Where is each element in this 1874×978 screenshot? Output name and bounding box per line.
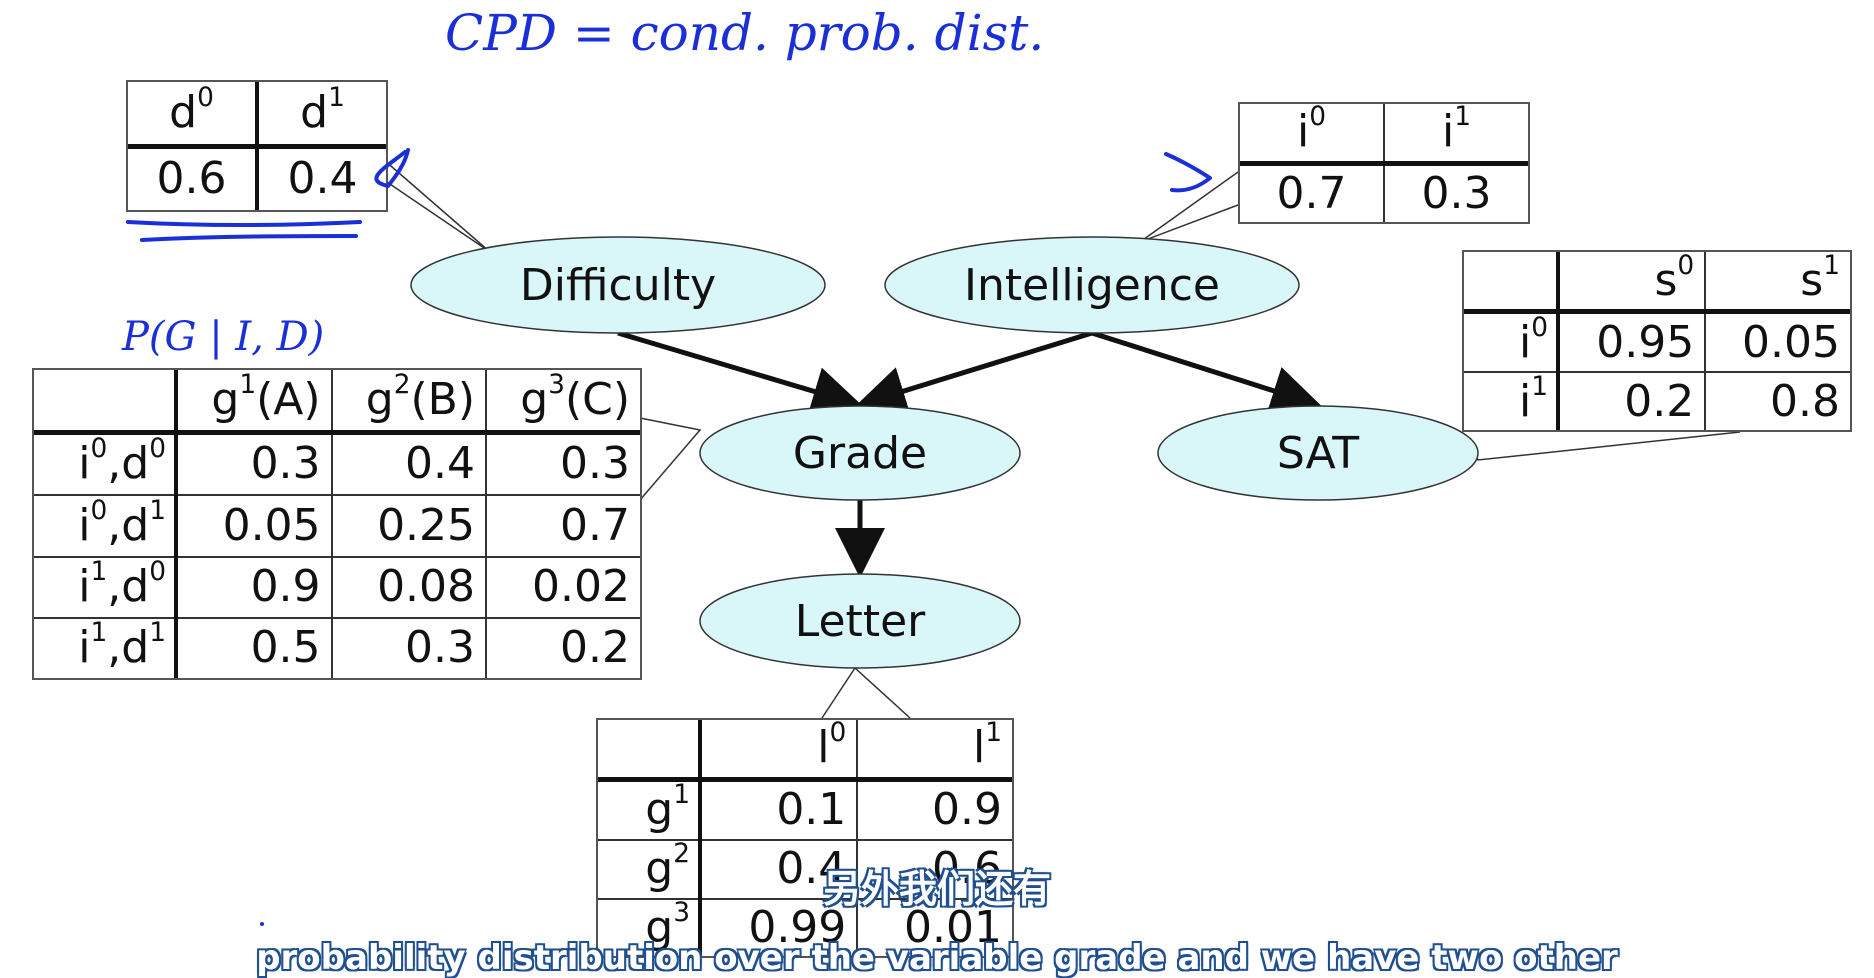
annotation-grade-cpd: P(G | I, D) — [122, 314, 325, 360]
difficulty-value-d1: 0.4 — [287, 153, 358, 205]
grade-row-label-i0-d0: i0,d0 — [34, 432, 178, 497]
grade-header-g2: g2(B) — [331, 370, 488, 435]
grade-row-label-i1-d1: i1,d1 — [34, 617, 178, 678]
edge-intelligence-grade — [855, 330, 1093, 416]
cpd-table-grade: g1(A) g2(B) g3(C) i0,d0 0.3 0.4 0.3 i0,d… — [32, 368, 642, 680]
node-intelligence-shape — [884, 236, 1300, 334]
cpd-table-letter: l0 l1 g1 0.1 0.9 g2 0.4 0.6 g3 0.99 0.01 — [596, 718, 1014, 958]
grade-i1d0-g2: 0.08 — [331, 556, 488, 619]
subtitle-chinese: 另外我们还有 — [822, 867, 1051, 911]
grade-i0d1-g1: 0.05 — [176, 495, 333, 558]
grade-i1d1-g3: 0.2 — [560, 622, 630, 674]
intelligence-header-i1: i1 — [1384, 103, 1528, 166]
letter-row-label-g2: g2 — [598, 839, 702, 900]
sat-header-s1: s1 — [1705, 252, 1850, 315]
letter-g3-l0: 0.99 — [700, 898, 859, 956]
callout-letter — [821, 666, 911, 719]
intelligence-value-i1: 0.3 — [1421, 167, 1492, 219]
sat-header-s0: s0 — [1558, 252, 1707, 315]
grade-i0d0-g1: 0.3 — [176, 432, 333, 497]
grade-i0d1-g2: 0.25 — [331, 495, 488, 558]
node-sat-label: SAT — [1277, 428, 1359, 479]
node-sat: SAT — [1157, 405, 1479, 501]
letter-header-l1: l1 — [857, 720, 1012, 782]
sat-i1-s0: 0.2 — [1558, 372, 1707, 430]
node-letter-label: Letter — [795, 596, 926, 647]
grade-i1d1-g2: 0.3 — [331, 617, 488, 678]
sat-row-label-i1: i1 — [1464, 372, 1560, 430]
letter-g3-l1: 0.01 — [904, 901, 1002, 953]
grade-row-label-i1-d0: i1,d0 — [34, 556, 178, 619]
grade-i1d1-g1: 0.5 — [176, 617, 333, 678]
grade-corner — [34, 370, 178, 435]
grade-i1d0-g1: 0.9 — [176, 556, 333, 619]
callout-difficulty — [383, 159, 491, 253]
intelligence-header-i0: i0 — [1240, 103, 1385, 166]
letter-header-l0: l0 — [700, 720, 859, 782]
grade-header-g1: g1(A) — [176, 370, 333, 435]
annotation-cpd-definition: CPD = cond. prob. dist. — [445, 4, 1045, 62]
node-difficulty-label: Difficulty — [520, 260, 716, 311]
difficulty-value-d0: 0.6 — [128, 146, 259, 210]
letter-g2-l1: 0.6 — [857, 839, 1012, 900]
letter-g1-l0: 0.1 — [700, 779, 859, 841]
letter-g1-l1: 0.9 — [857, 779, 1012, 841]
letter-corner — [598, 720, 702, 782]
edge-difficulty-grade — [617, 330, 863, 416]
difficulty-header-d0: d0 — [128, 82, 259, 149]
cpd-table-sat: s0 s1 i0 0.95 0.05 i1 0.2 0.8 — [1462, 250, 1852, 432]
node-letter: Letter — [699, 573, 1021, 669]
grade-i0d0-g2: 0.4 — [331, 432, 488, 497]
letter-g2-l0: 0.4 — [700, 839, 859, 900]
difficulty-header-d1: d1 — [257, 82, 386, 149]
node-sat-shape — [1157, 405, 1479, 501]
letter-row-label-g1: g1 — [598, 779, 702, 841]
node-intelligence: Intelligence — [884, 236, 1300, 334]
node-grade: Grade — [699, 405, 1021, 501]
subtitle-english: probability distribution over the variab… — [256, 938, 1618, 978]
callout-intelligence — [1139, 171, 1239, 243]
node-grade-shape — [699, 405, 1021, 501]
grade-i0d1-g3: 0.7 — [486, 495, 640, 558]
node-grade-label: Grade — [793, 428, 927, 479]
cpd-table-intelligence: i0 i1 0.7 0.3 — [1238, 102, 1530, 224]
grade-header-g3: g3(C) — [486, 370, 640, 435]
grade-i0d0-g3: 0.3 — [486, 432, 640, 497]
callout-grade — [639, 417, 702, 501]
intelligence-value-i0: 0.7 — [1240, 163, 1385, 222]
node-difficulty: Difficulty — [410, 236, 826, 334]
edges — [617, 330, 1322, 578]
edge-intelligence-sat — [1091, 330, 1322, 415]
sat-i0-s0: 0.95 — [1558, 311, 1707, 374]
grade-i1d0-g3: 0.02 — [486, 556, 640, 619]
callout-sat — [1461, 431, 1741, 461]
cpd-table-difficulty: d0 d1 0.6 0.4 — [126, 80, 388, 212]
sat-i1-s1: 0.8 — [1770, 375, 1840, 427]
bayesian-network-diagram: Difficulty Intelligence Grade SAT Letter — [383, 159, 1741, 719]
letter-row-label-g3: g3 — [598, 898, 702, 956]
node-intelligence-label: Intelligence — [964, 260, 1220, 311]
node-difficulty-shape — [410, 236, 826, 334]
grade-row-label-i0-d1: i0,d1 — [34, 495, 178, 558]
node-letter-shape — [699, 573, 1021, 669]
sat-corner — [1464, 252, 1560, 315]
sat-i0-s1: 0.05 — [1705, 311, 1850, 374]
sat-row-label-i0: i0 — [1464, 311, 1560, 374]
